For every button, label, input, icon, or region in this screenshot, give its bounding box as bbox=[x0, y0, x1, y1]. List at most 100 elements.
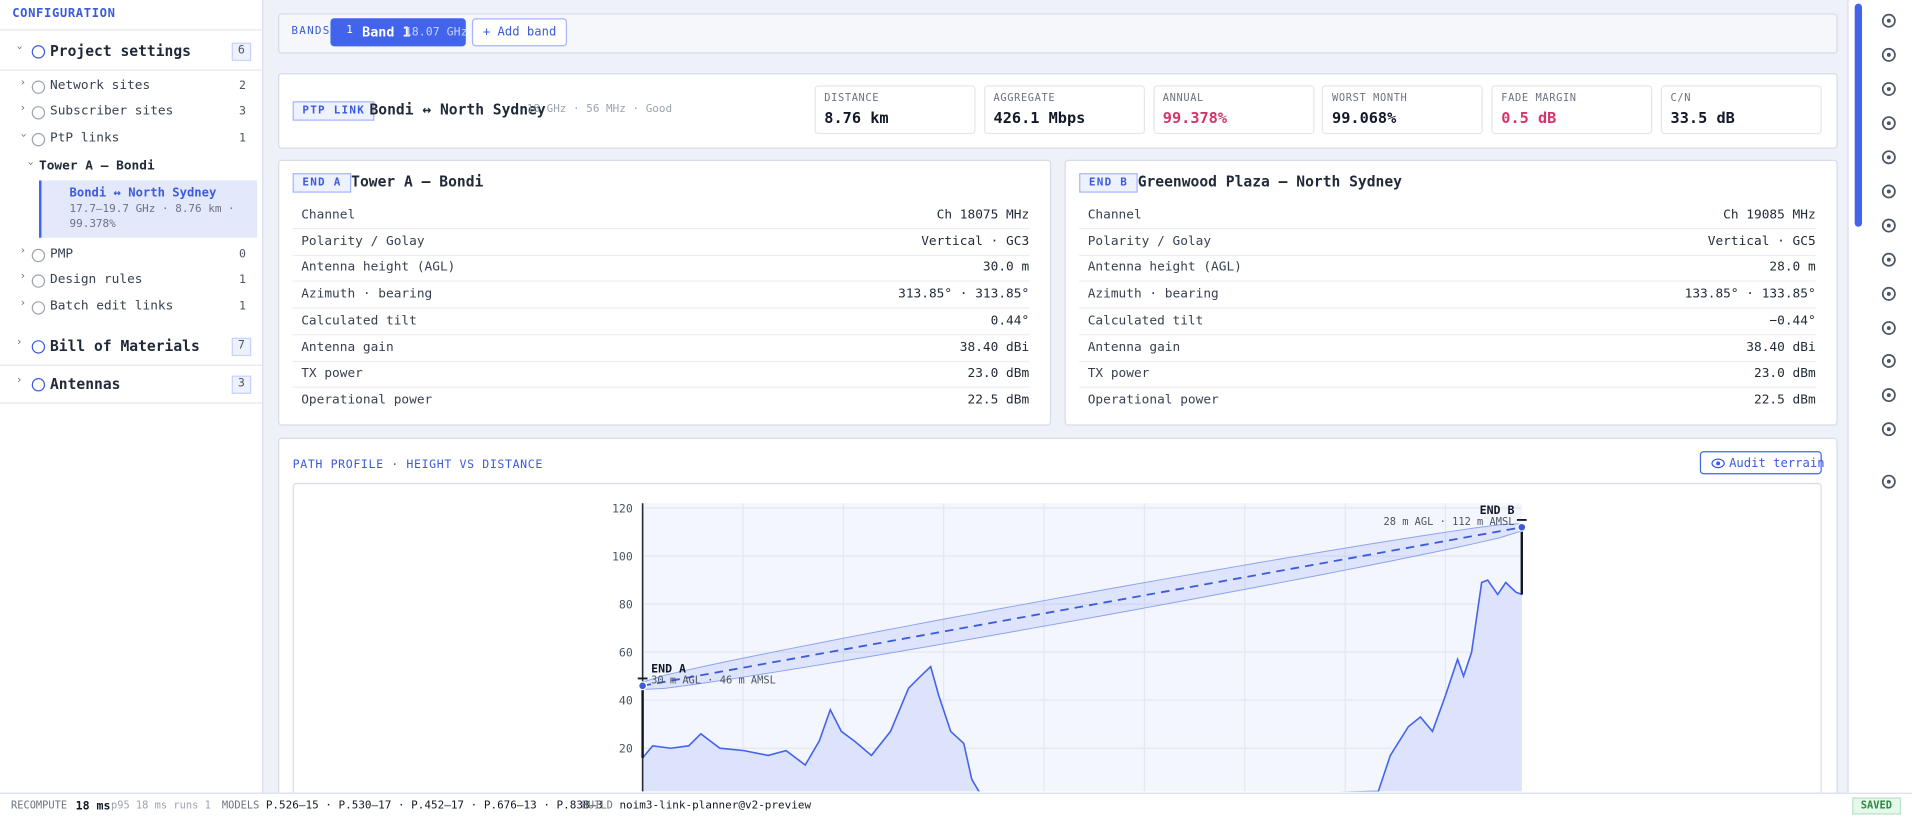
row-divider bbox=[292, 360, 1030, 362]
icon-shape bbox=[1881, 116, 1896, 131]
metric-label: ANNUAL bbox=[1162, 92, 1204, 105]
rail-icon[interactable] bbox=[1880, 285, 1897, 302]
tree-item[interactable]: Network sites bbox=[49, 78, 151, 93]
rail-icon[interactable] bbox=[1880, 387, 1897, 404]
row-value: −0.44° bbox=[1769, 313, 1816, 328]
rail-icon[interactable] bbox=[1880, 12, 1897, 29]
item-count: 1 bbox=[239, 273, 246, 287]
tree-item[interactable]: Antennas bbox=[49, 375, 121, 393]
metric-value: 426.1 Mbps bbox=[993, 108, 1086, 127]
link-name: Bondi ↔ North Sydney bbox=[369, 101, 546, 119]
icon-dot bbox=[1886, 87, 1891, 91]
status-bar bbox=[0, 792, 1912, 819]
icon-dot bbox=[1886, 121, 1891, 126]
rail-icon[interactable] bbox=[1880, 217, 1897, 234]
scrollbar[interactable] bbox=[1854, 3, 1863, 227]
metric-card bbox=[1153, 85, 1315, 135]
status-text: p95 18 ms runs 1 bbox=[110, 799, 211, 813]
row-label: Antenna gain bbox=[301, 339, 394, 355]
tree-item[interactable]: Subscriber sites bbox=[49, 103, 174, 119]
rail-icon[interactable] bbox=[1880, 251, 1897, 268]
rail-icon[interactable] bbox=[1880, 352, 1897, 369]
rail-icon[interactable] bbox=[1880, 183, 1897, 200]
tree-item[interactable]: Tower A — Bondi bbox=[39, 158, 155, 174]
icon-dot bbox=[1886, 52, 1891, 57]
row-divider bbox=[1079, 307, 1816, 309]
status-text: noim3-link-planner@v2-preview bbox=[619, 799, 812, 813]
row-label: Channel bbox=[1087, 207, 1142, 222]
selected-item[interactable] bbox=[39, 180, 258, 238]
row-divider bbox=[1079, 228, 1816, 230]
row-label: Calculated tilt bbox=[1087, 313, 1204, 328]
rail-icon[interactable] bbox=[1880, 115, 1897, 132]
icon-shape bbox=[1881, 252, 1896, 267]
icon-shape bbox=[1881, 286, 1896, 301]
rail-icon[interactable] bbox=[1880, 473, 1897, 490]
end-name: Tower A — Bondi bbox=[351, 173, 484, 191]
row-value: Ch 19085 MHz bbox=[1723, 207, 1816, 222]
profile-chart: 20 40 60 80 100 120 END A30 m AGL · 46 m AMSL E… bbox=[612, 501, 1527, 792]
end-note: 30 m AGL · 46 m AMSL bbox=[651, 674, 776, 686]
icon-shape bbox=[1881, 150, 1896, 165]
icon-shape bbox=[1881, 13, 1896, 28]
metric-value: 99.068% bbox=[1332, 108, 1397, 127]
row-divider bbox=[1079, 254, 1816, 256]
row-value: 28.0 m bbox=[1769, 260, 1816, 275]
item-icon bbox=[31, 132, 46, 147]
row-divider bbox=[292, 386, 1030, 388]
row-divider bbox=[1079, 360, 1816, 362]
chevron: › bbox=[16, 132, 29, 139]
row-value: Ch 18075 MHz bbox=[936, 207, 1030, 222]
rail-icon[interactable] bbox=[1880, 319, 1897, 336]
rail-icon[interactable] bbox=[1880, 149, 1897, 166]
item-detail: 17.7–19.7 GHz · 8.76 km · 99.378% bbox=[69, 203, 235, 231]
y-tick-label: 60 bbox=[619, 645, 633, 659]
chevron: › bbox=[19, 102, 27, 115]
row-divider bbox=[292, 280, 1030, 283]
tree-item[interactable]: Design rules bbox=[49, 271, 143, 287]
end-card bbox=[1064, 159, 1838, 426]
tree-item[interactable]: PtP links bbox=[49, 130, 120, 146]
row-value: 38.40 dBi bbox=[959, 339, 1030, 355]
chevron: › bbox=[19, 76, 27, 90]
item-count: 7 bbox=[231, 337, 252, 357]
terrain bbox=[642, 580, 1522, 792]
icon-shape bbox=[1881, 353, 1896, 368]
end-label: END A bbox=[651, 661, 686, 675]
rail-icon[interactable] bbox=[1880, 421, 1897, 438]
divider bbox=[0, 402, 263, 404]
metric-value: 0.5 dB bbox=[1501, 108, 1557, 127]
tree-item[interactable]: Bill of Materials bbox=[49, 337, 200, 355]
tree-item[interactable]: Project settings bbox=[49, 42, 191, 60]
end-note: 28 m AGL · 112 m AMSL bbox=[1383, 516, 1514, 528]
y-tick-label: 80 bbox=[619, 597, 633, 611]
row-divider bbox=[1079, 280, 1816, 283]
add-band[interactable]: + Add band bbox=[471, 18, 568, 47]
row-label: Polarity / Golay bbox=[301, 233, 425, 249]
row-label: Azimuth · bearing bbox=[1087, 286, 1219, 302]
y-tick-label: 120 bbox=[612, 501, 633, 515]
icon-dot bbox=[1886, 393, 1891, 398]
tree-item[interactable]: PMP bbox=[49, 246, 74, 261]
item-label[interactable]: Bondi ↔ North Sydney bbox=[69, 186, 217, 200]
rail-icon[interactable] bbox=[1880, 80, 1897, 97]
row-value: 0.44° bbox=[990, 313, 1030, 328]
metric-card bbox=[1491, 85, 1653, 135]
antenna bbox=[638, 681, 648, 691]
band-label: Band 1 bbox=[362, 24, 411, 41]
profile-title: PATH PROFILE · HEIGHT VS DISTANCE bbox=[292, 458, 543, 472]
row-value: 313.85° · 313.85° bbox=[898, 286, 1030, 302]
item-count: 6 bbox=[231, 42, 252, 61]
y-tick-label: 100 bbox=[612, 549, 633, 563]
row-label: TX power bbox=[301, 366, 363, 381]
row-value: Vertical · GC3 bbox=[921, 233, 1030, 249]
tree-item[interactable]: Batch edit links bbox=[49, 298, 174, 314]
end-card bbox=[278, 159, 1052, 426]
item-icon bbox=[31, 80, 46, 94]
metric-label: FADE MARGIN bbox=[1501, 92, 1577, 105]
rail-icon[interactable] bbox=[1880, 46, 1897, 63]
band-chip[interactable]: 1 Band 1 18.07 GHz bbox=[330, 18, 468, 47]
status-text: P.526–15 · P.530–17 · P.452–17 · P.676–1… bbox=[265, 799, 603, 813]
audit-button[interactable]: Audit terrain bbox=[1699, 451, 1825, 475]
